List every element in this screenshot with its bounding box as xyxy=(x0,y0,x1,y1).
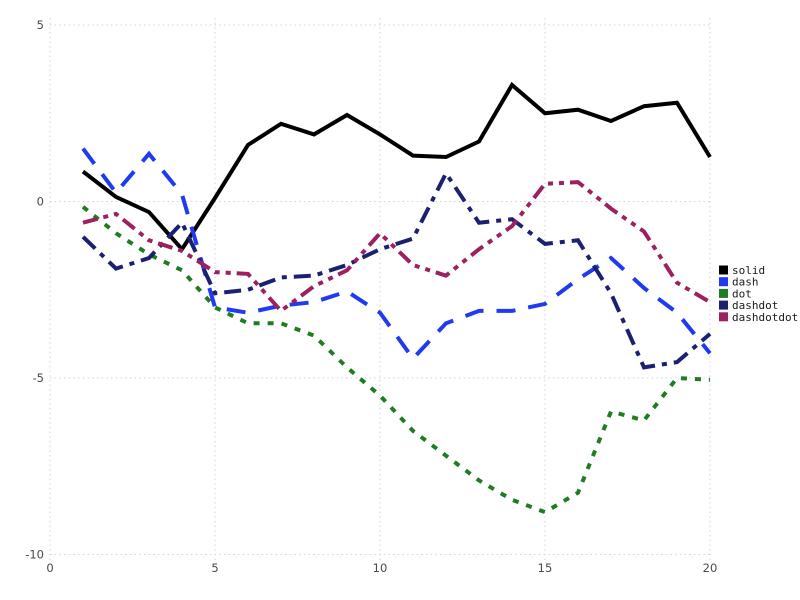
series-dashdotdot xyxy=(82,180,712,314)
x-tick-label: 20 xyxy=(703,561,718,575)
legend-label-dot: dot xyxy=(732,287,752,300)
legend-swatch-dashdotdot xyxy=(719,312,728,322)
legend-label-solid: solid xyxy=(732,264,765,277)
y-tick-label: 0 xyxy=(37,195,44,209)
legend-swatch-dashdot xyxy=(719,300,728,310)
series-dash xyxy=(81,147,712,362)
legend-swatch-solid xyxy=(719,265,728,275)
series-dot xyxy=(81,205,711,515)
y-tick-label: 5 xyxy=(37,18,44,32)
legend-swatch-dot xyxy=(719,288,728,298)
x-tick-label: 10 xyxy=(373,561,388,575)
legend-swatch-dash xyxy=(719,277,728,287)
x-tick-label: 15 xyxy=(538,561,553,575)
y-tick-label: -5 xyxy=(33,371,44,385)
x-tick-label: 0 xyxy=(46,561,53,575)
series-solid xyxy=(81,81,712,253)
legend-label-dashdotdot: dashdotdot xyxy=(732,311,798,324)
legend-label-dashdot: dashdot xyxy=(732,299,778,312)
legend-label-dash: dash xyxy=(732,276,759,289)
series-dashdot xyxy=(81,169,712,370)
x-tick-label: 5 xyxy=(211,561,218,575)
y-tick-label: -10 xyxy=(25,548,44,562)
